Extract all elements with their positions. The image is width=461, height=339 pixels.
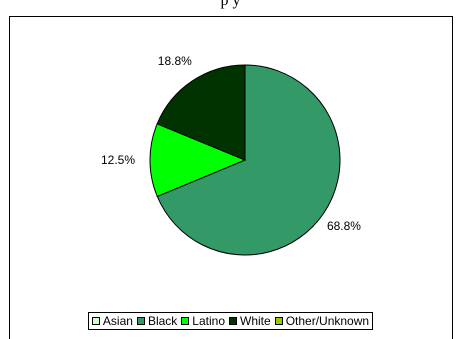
legend-entry-black: Black (136, 314, 178, 328)
legend-label: White (240, 314, 271, 328)
legend-entry-other-unknown: Other/Unknown (274, 314, 370, 328)
data-label-latino: 12.5% (101, 153, 135, 167)
legend-swatch (274, 317, 283, 325)
legend-entry-asian: Asian (91, 314, 133, 328)
pie-slice-black (156, 64, 341, 256)
legend: Asian Black Latino White Other/Unknown (88, 312, 373, 330)
legend-label: Asian (102, 314, 133, 328)
legend-entry-latino: Latino (181, 314, 225, 328)
legend-swatch (229, 317, 237, 325)
data-label-black: 68.8% (327, 219, 361, 233)
legend-swatch (136, 317, 145, 325)
chart-title: p y (220, 0, 241, 9)
legend-label: Black (147, 314, 178, 328)
legend-entry-white: White (229, 314, 271, 328)
pie-slice-latino (149, 123, 247, 198)
chart-frame (9, 16, 453, 339)
legend-swatch (91, 317, 100, 325)
pie-slice-white (156, 64, 246, 161)
legend-label: Latino (192, 314, 225, 328)
legend-swatch (181, 317, 190, 325)
legend-label: Other/Unknown (285, 314, 370, 328)
data-label-white: 18.8% (158, 54, 192, 68)
